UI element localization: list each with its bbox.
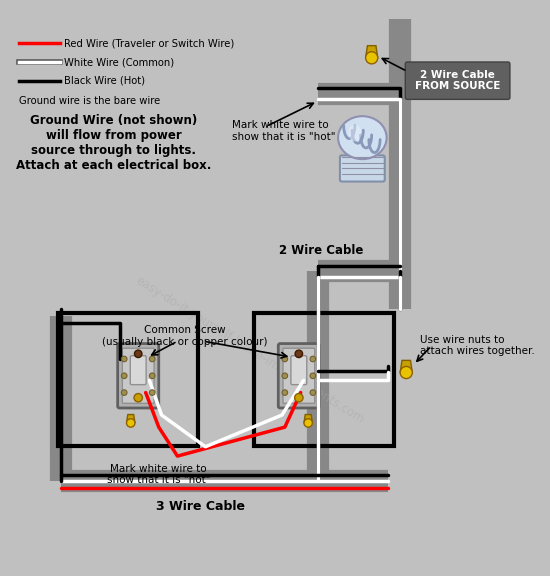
Circle shape: [304, 419, 312, 427]
Polygon shape: [400, 361, 412, 373]
Ellipse shape: [338, 116, 387, 159]
Circle shape: [150, 390, 155, 395]
Circle shape: [400, 366, 412, 378]
Ellipse shape: [348, 124, 361, 141]
Circle shape: [122, 373, 127, 378]
Circle shape: [295, 350, 303, 358]
FancyBboxPatch shape: [278, 343, 320, 408]
Circle shape: [150, 356, 155, 362]
FancyBboxPatch shape: [405, 62, 510, 99]
Polygon shape: [126, 415, 135, 423]
Circle shape: [122, 356, 127, 362]
Circle shape: [126, 419, 135, 427]
FancyBboxPatch shape: [291, 356, 307, 385]
Text: 3 Wire Cable: 3 Wire Cable: [156, 500, 245, 513]
FancyBboxPatch shape: [118, 343, 159, 408]
Text: Mark white wire to
show that it is "hot": Mark white wire to show that it is "hot": [107, 464, 211, 485]
FancyBboxPatch shape: [340, 156, 385, 181]
Circle shape: [295, 393, 303, 402]
Text: easy-do-it-yourself-home-improvements.com: easy-do-it-yourself-home-improvements.co…: [134, 274, 367, 427]
Text: 2 Wire Cable: 2 Wire Cable: [279, 244, 364, 257]
Text: Use wire nuts to
attach wires together.: Use wire nuts to attach wires together.: [420, 335, 535, 357]
Text: Ground Wire (not shown)
will flow from power
source through to lights.
Attach at: Ground Wire (not shown) will flow from p…: [16, 114, 211, 172]
Polygon shape: [304, 415, 312, 423]
Text: Ground wire is the bare wire: Ground wire is the bare wire: [19, 96, 160, 105]
FancyBboxPatch shape: [130, 356, 146, 385]
Circle shape: [282, 356, 288, 362]
Circle shape: [282, 373, 288, 378]
Circle shape: [366, 52, 378, 64]
Circle shape: [310, 390, 316, 395]
Bar: [58, 313, 198, 446]
Circle shape: [282, 390, 288, 395]
Circle shape: [122, 390, 127, 395]
Text: Black Wire (Hot): Black Wire (Hot): [64, 75, 145, 86]
Text: 2 Wire Cable
FROM SOURCE: 2 Wire Cable FROM SOURCE: [415, 70, 500, 92]
Circle shape: [310, 373, 316, 378]
Circle shape: [134, 393, 142, 402]
Bar: [254, 313, 394, 446]
Polygon shape: [366, 46, 378, 58]
Circle shape: [310, 356, 316, 362]
Text: Red Wire (Traveler or Switch Wire): Red Wire (Traveler or Switch Wire): [64, 39, 235, 48]
Text: White Wire (Common): White Wire (Common): [64, 57, 174, 67]
Text: Mark white wire to
show that it is "hot": Mark white wire to show that it is "hot": [232, 120, 335, 142]
Circle shape: [150, 373, 155, 378]
Text: Common Screw
(usually black or copper colour): Common Screw (usually black or copper co…: [102, 325, 268, 347]
FancyBboxPatch shape: [122, 348, 154, 403]
Circle shape: [135, 350, 142, 358]
FancyBboxPatch shape: [283, 348, 315, 403]
